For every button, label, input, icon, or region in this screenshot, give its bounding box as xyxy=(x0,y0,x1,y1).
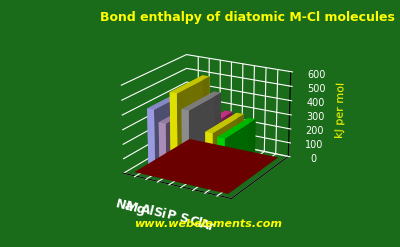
Text: www.webelements.com: www.webelements.com xyxy=(134,219,282,229)
Text: Bond enthalpy of diatomic M-Cl molecules: Bond enthalpy of diatomic M-Cl molecules xyxy=(100,11,395,24)
